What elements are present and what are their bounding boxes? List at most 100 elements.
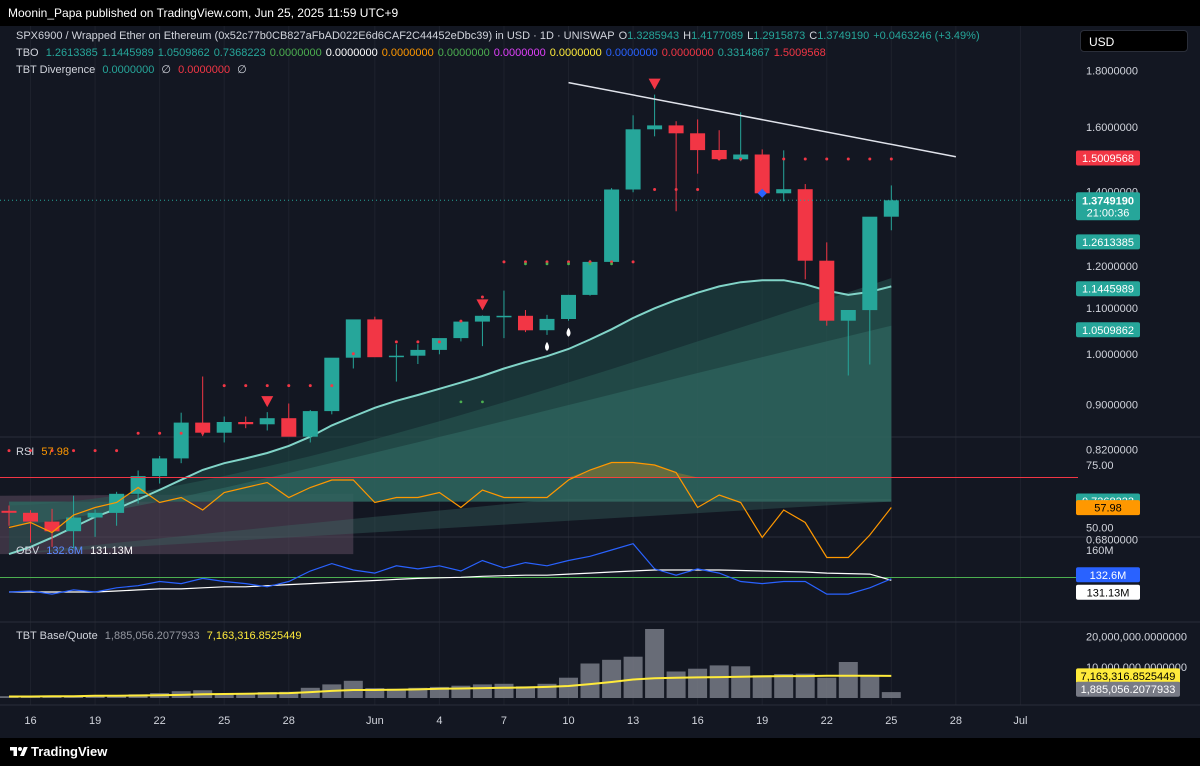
tbo-value: 0.0000000 <box>437 47 490 59</box>
price-tick-label: 0.9000000 <box>1086 400 1138 412</box>
resistance-dot <box>308 384 312 388</box>
tbt-volume-bar <box>602 659 622 698</box>
candle-body <box>496 315 512 318</box>
tbt-volume-bar <box>752 675 772 698</box>
price-tick-label: 1.8000000 <box>1086 65 1138 77</box>
tbo-value: 0.0000000 <box>661 47 714 59</box>
candle-body <box>862 216 878 311</box>
candle-body <box>604 189 620 262</box>
resistance-dot <box>760 157 764 161</box>
price-tick-label: 1.1000000 <box>1086 303 1138 315</box>
tbt-volume-bar <box>623 656 643 698</box>
resistance-dot <box>244 384 248 388</box>
published-bar: Moonin_Papa published on TradingView.com… <box>0 0 1200 26</box>
tbt-legend[interactable]: TBT Base/Quote 1,885,056.2077933 7,163,3… <box>16 630 306 642</box>
price-tick-label: 1.6000000 <box>1086 122 1138 134</box>
support-dot <box>545 262 549 266</box>
time-tick-label: Jun <box>366 715 384 727</box>
tbt-value-tag: 1,885,056.2077933 <box>1081 684 1176 696</box>
time-tick-label: 13 <box>627 715 639 727</box>
candle-body <box>259 418 275 425</box>
tbt-ma-value-tag: 7,163,316.8525449 <box>1081 671 1176 683</box>
resistance-dot <box>782 157 786 161</box>
resistance-dot <box>394 340 398 344</box>
resistance-trend-line <box>568 81 957 158</box>
tbt-tick-label: 20,000,000.0000000 <box>1086 631 1187 643</box>
candle-body <box>690 133 706 151</box>
tbt-volume-bar <box>666 671 686 698</box>
tbo-legend[interactable]: TBO 1.2613385 1.1445989 1.0509862 0.7368223… <box>16 47 834 59</box>
candle-body <box>819 260 835 321</box>
tbo-name: TBO <box>16 47 39 59</box>
sell-signal-marker <box>261 396 274 408</box>
resistance-dot <box>115 449 119 453</box>
candles[interactable] <box>1 94 899 549</box>
divergence-legend[interactable]: TBT Divergence 0.0000000 ∅ 0.0000000 ∅ <box>16 63 251 76</box>
obv-value-tag: 132.6M <box>1090 570 1127 582</box>
candle-body <box>883 200 899 217</box>
support-dot <box>459 400 463 404</box>
tbt-volume-bar <box>881 692 901 698</box>
candle-body <box>518 315 533 331</box>
price-tick-label: 1.0000000 <box>1086 349 1138 361</box>
tbt-volume-bar <box>774 674 794 698</box>
obv-legend[interactable]: OBV 132.6M 131.13M <box>16 545 137 557</box>
candle-body <box>754 154 770 194</box>
main-legend[interactable]: SPX6900 / Wrapped Ether on Ethereum (0x5… <box>16 30 984 42</box>
time-tick-label: 16 <box>24 715 36 727</box>
currency-button[interactable]: USD <box>1080 30 1188 52</box>
tbt-volume-bar <box>688 668 708 698</box>
tbt-ma-value: 7,163,316.8525449 <box>206 630 302 642</box>
tbt-volume-bar <box>279 691 299 698</box>
rsi-legend[interactable]: RSI 57.98 <box>16 446 73 458</box>
price-tick-label: 0.8200000 <box>1086 445 1138 457</box>
tbt-volume-bar <box>429 686 449 698</box>
candle-body <box>797 189 813 261</box>
resistance-dot <box>567 260 571 264</box>
tbt-volume-bar <box>214 693 234 698</box>
tbt-volume-bar <box>860 675 880 698</box>
open-value: 1.3285943 <box>627 30 680 42</box>
resistance-dot <box>717 157 721 161</box>
price-tick-label: 1.2000000 <box>1086 261 1138 273</box>
tbt-volume-bar <box>365 688 385 698</box>
rsi-overbought-fill <box>568 462 698 478</box>
time-tick-label: 19 <box>89 715 101 727</box>
tradingview-logo-icon <box>10 747 28 756</box>
price-tag-tbo-3: 1.0509862 <box>1082 325 1134 337</box>
resistance-dot <box>868 157 872 161</box>
tbo-value: 1.5009568 <box>773 47 826 59</box>
resistance-dot <box>265 384 269 388</box>
time-tick-label: 10 <box>562 715 574 727</box>
resistance-dot <box>739 157 743 161</box>
resistance-dot <box>459 319 463 323</box>
tbo-value: 1.1445989 <box>101 47 154 59</box>
tbt-volume-bar <box>236 693 256 698</box>
divergence-symbol-1: ∅ <box>161 64 171 76</box>
resistance-dot <box>696 188 700 192</box>
tbo-value: 0.0000000 <box>325 47 378 59</box>
change-value: +0.0463246 (+3.49%) <box>873 30 980 42</box>
support-dot <box>567 262 570 266</box>
tbt-volume-bar <box>817 677 837 698</box>
resistance-dot <box>545 260 549 264</box>
candle-body <box>539 318 555 331</box>
time-axis[interactable]: 16 19 22 25 28 Jun 4 7 10 13 16 19 22 25 28 Jul <box>24 715 1027 727</box>
candle-body <box>44 521 60 532</box>
resistance-dot <box>72 449 76 453</box>
brand-name: TradingView <box>31 744 108 759</box>
price-tag-last: 1.3749190 <box>1082 195 1134 207</box>
tbt-volume-bar <box>580 663 600 698</box>
candle-body <box>733 154 749 160</box>
candle-body <box>345 319 361 358</box>
chart-area[interactable]: 1.80000001.60000001.40000001.20000001.10… <box>0 26 1200 738</box>
close-label: C <box>809 30 818 42</box>
price-tag-countdown: 21:00:36 <box>1087 207 1130 219</box>
time-tick-label: 19 <box>756 715 768 727</box>
price-tick-label: 0.6800000 <box>1086 535 1138 547</box>
time-tick-label: 22 <box>154 715 166 727</box>
resistance-dot <box>437 340 441 344</box>
high-value: 1.4177089 <box>691 30 744 42</box>
low-label: L <box>747 30 754 42</box>
